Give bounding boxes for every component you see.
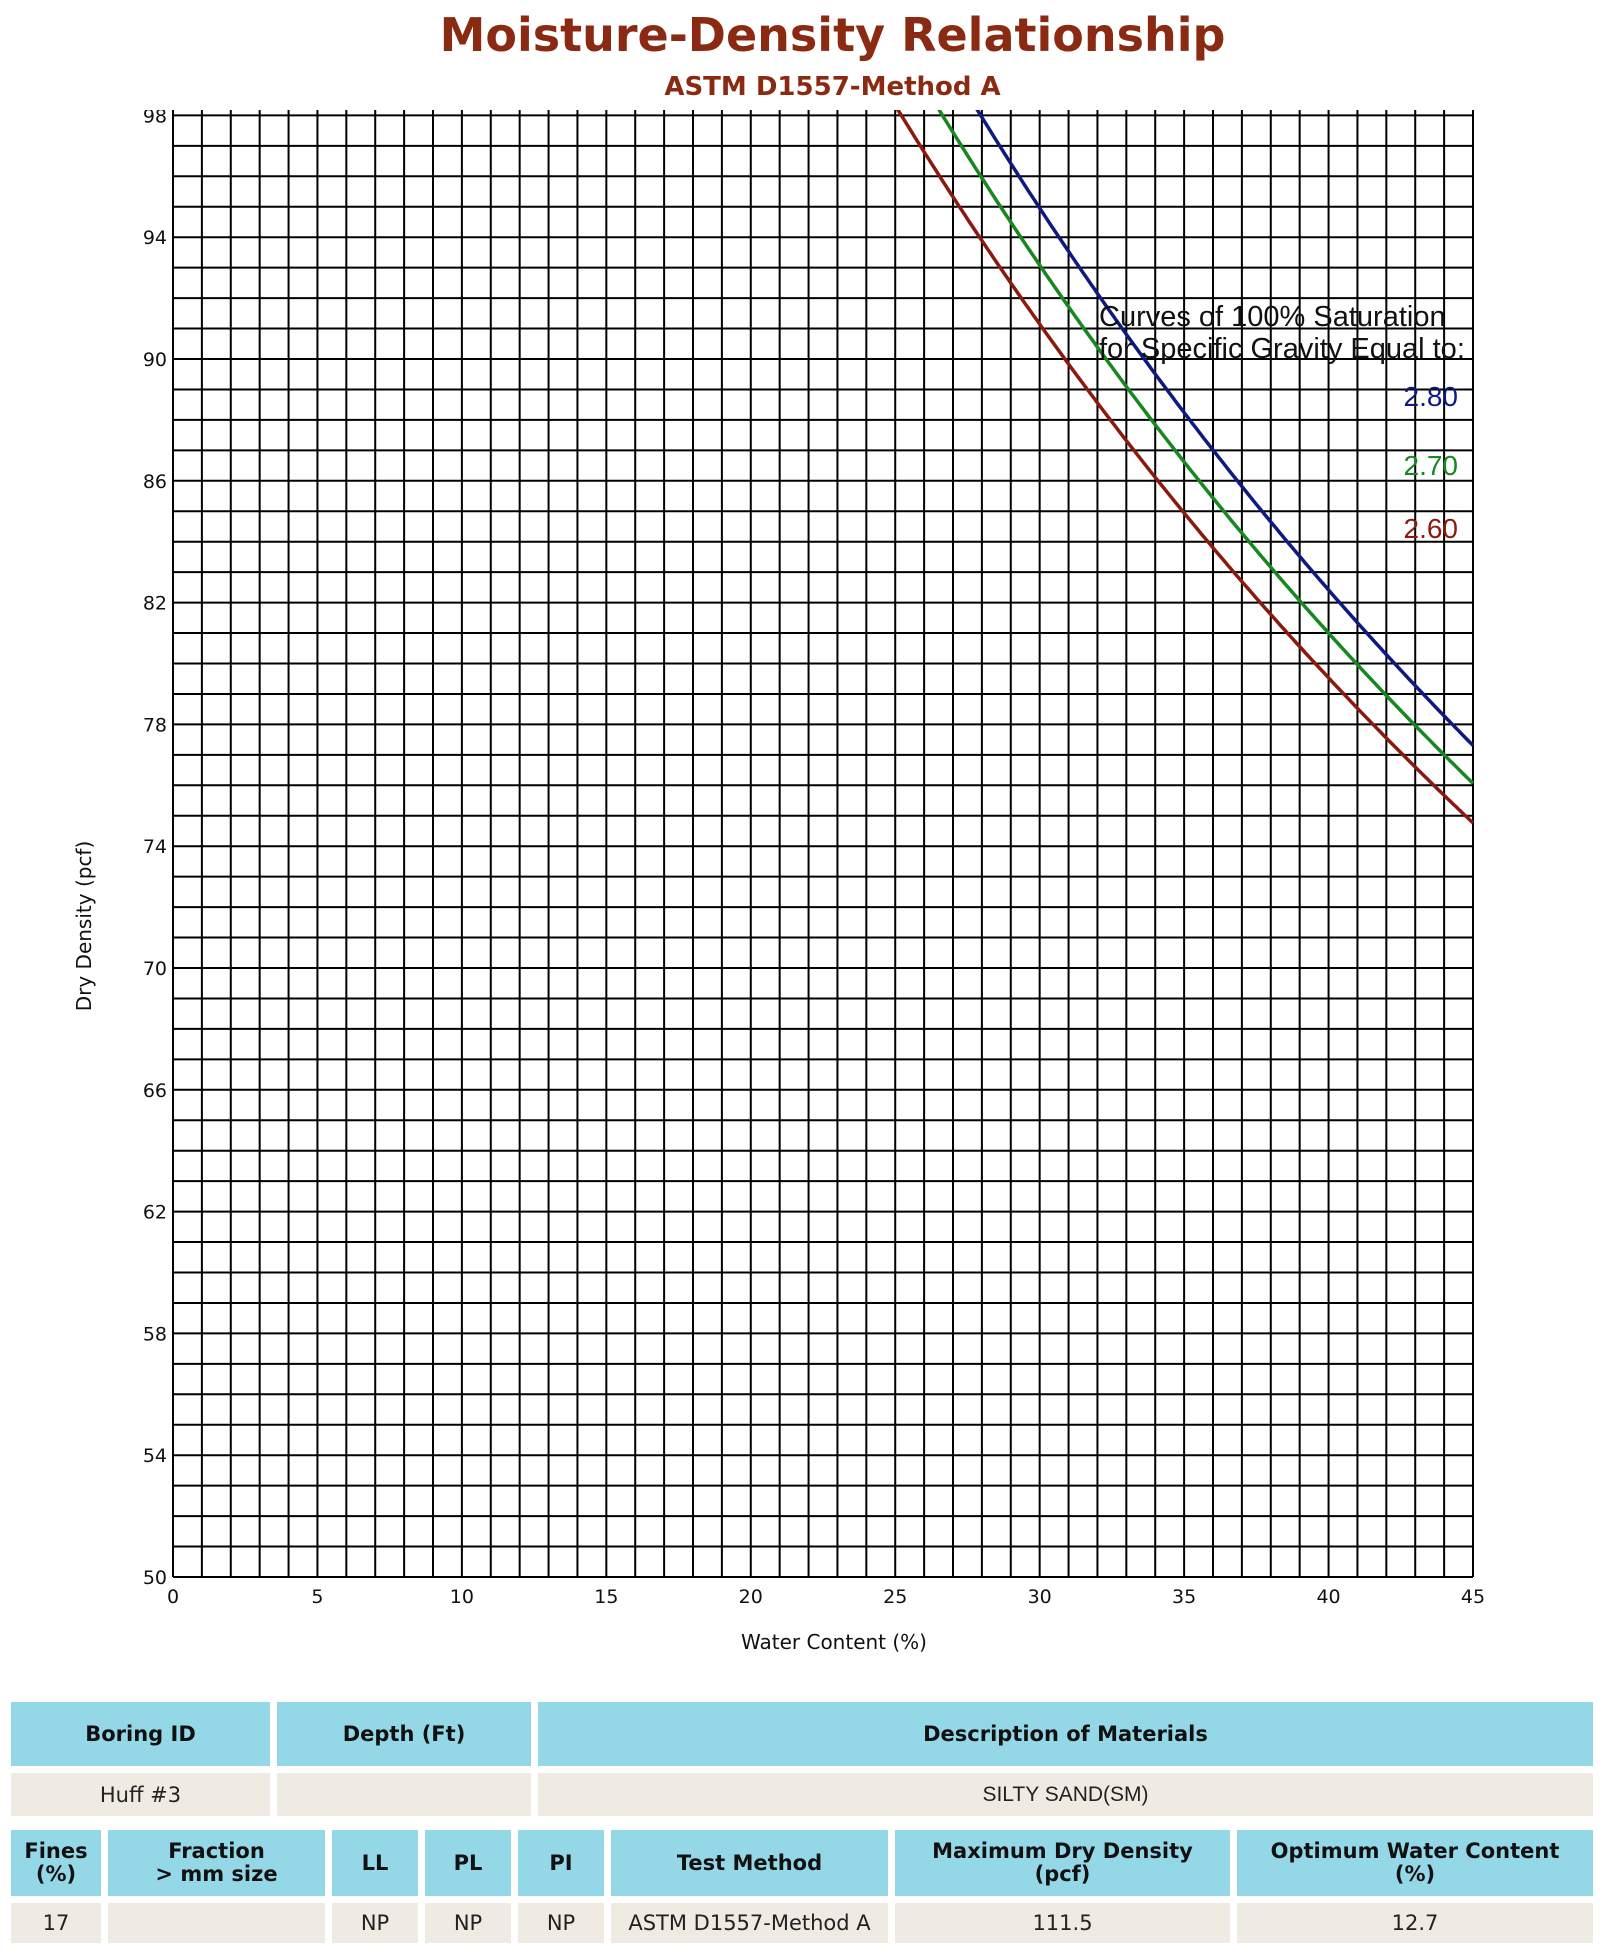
optimum-water-content-value: 12.7: [1237, 1903, 1593, 1943]
plot-grid: [172, 110, 1474, 1578]
x-tick-label: 10: [450, 1586, 474, 1608]
legend-entry-2-80: 2.80: [1404, 381, 1459, 412]
y-axis-label: Dry Density (pcf): [72, 841, 96, 1012]
test-method-value: ASTM D1557-Method A: [611, 1903, 888, 1943]
fines-value: 17: [11, 1903, 101, 1943]
y-tick-label: 82: [143, 593, 167, 615]
legend: Curves of 100% Saturation for Specific G…: [1099, 301, 1465, 544]
x-tick-label: 40: [1316, 1586, 1340, 1608]
saturation-curves: [895, 110, 1475, 825]
y-tick-label: 90: [143, 349, 167, 371]
legend-title-line1: Curves of 100% Saturation: [1099, 301, 1446, 333]
legend-entry-2-60: 2.60: [1404, 513, 1459, 544]
fraction-header: Fraction > mm size: [108, 1830, 325, 1896]
ll-value: NP: [332, 1903, 418, 1943]
pi-header: PI: [518, 1830, 604, 1896]
description-header: Description of Materials: [538, 1702, 1593, 1766]
x-tick-label: 15: [594, 1586, 618, 1608]
x-tick-label: 25: [883, 1586, 907, 1608]
x-tick-label: 35: [1172, 1586, 1196, 1608]
boring-id-value: Huff #3: [11, 1773, 270, 1816]
depth-value: [277, 1773, 531, 1816]
depth-header: Depth (Ft): [277, 1702, 531, 1766]
x-axis-ticks: 0 5 10 15 20 25 30 35 40 45: [167, 1586, 1485, 1608]
y-tick-label: 86: [143, 471, 167, 493]
fines-header: Fines (%): [11, 1830, 101, 1896]
test-method-header: Test Method: [611, 1830, 888, 1896]
y-axis-ticks: 5054586266707478828690949810210611011411…: [143, 110, 167, 1589]
max-dry-density-header: Maximum Dry Density (pcf): [895, 1830, 1230, 1896]
pl-value: NP: [425, 1903, 511, 1943]
y-tick-label: 98: [143, 110, 167, 127]
ll-header: LL: [332, 1830, 418, 1896]
x-axis-label: Water Content (%): [741, 1630, 927, 1654]
chart-subtitle: ASTM D1557-Method A: [664, 72, 1001, 102]
x-tick-label: 45: [1461, 1586, 1485, 1608]
x-tick-label: 20: [739, 1586, 763, 1608]
chart-title: Moisture-Density Relationship: [439, 8, 1226, 62]
test-results-table: Fines (%) Fraction > mm size LL PL PI Te…: [4, 1823, 1600, 1950]
sample-info-table: Boring ID Depth (Ft) Description of Mate…: [4, 1695, 1600, 1823]
y-tick-label: 62: [143, 1202, 167, 1224]
y-tick-label: 70: [143, 958, 167, 980]
optimum-water-content-header: Optimum Water Content (%): [1237, 1830, 1593, 1896]
y-tick-label: 50: [143, 1567, 167, 1589]
description-value: SILTY SAND(SM): [538, 1773, 1593, 1816]
fraction-value: [108, 1903, 325, 1943]
x-tick-label: 30: [1028, 1586, 1052, 1608]
pi-value: NP: [518, 1903, 604, 1943]
x-tick-label: 0: [167, 1586, 179, 1608]
max-dry-density-value: 111.5: [895, 1903, 1230, 1943]
y-tick-label: 94: [143, 227, 167, 249]
saturation-curve-2-70: [937, 110, 1475, 785]
legend-entry-2-70: 2.70: [1404, 450, 1459, 481]
x-tick-label: 5: [311, 1586, 323, 1608]
pl-header: PL: [425, 1830, 511, 1896]
saturation-curve-2-80: [975, 110, 1475, 747]
moisture-density-chart: 0 5 10 15 20 25 30 35 40 45 50 54 58 62 66 70 74 78 82 86 9…: [72, 110, 1485, 1654]
y-tick-label: 54: [143, 1445, 167, 1467]
y-tick-label: 66: [143, 1080, 167, 1102]
legend-title-line2: for Specific Gravity Equal to:: [1099, 333, 1465, 365]
saturation-curve-2-60: [895, 110, 1475, 825]
y-tick-label: 58: [143, 1323, 167, 1345]
y-tick-label: 74: [143, 836, 167, 858]
boring-id-header: Boring ID: [11, 1702, 270, 1766]
y-tick-label: 78: [143, 714, 167, 736]
